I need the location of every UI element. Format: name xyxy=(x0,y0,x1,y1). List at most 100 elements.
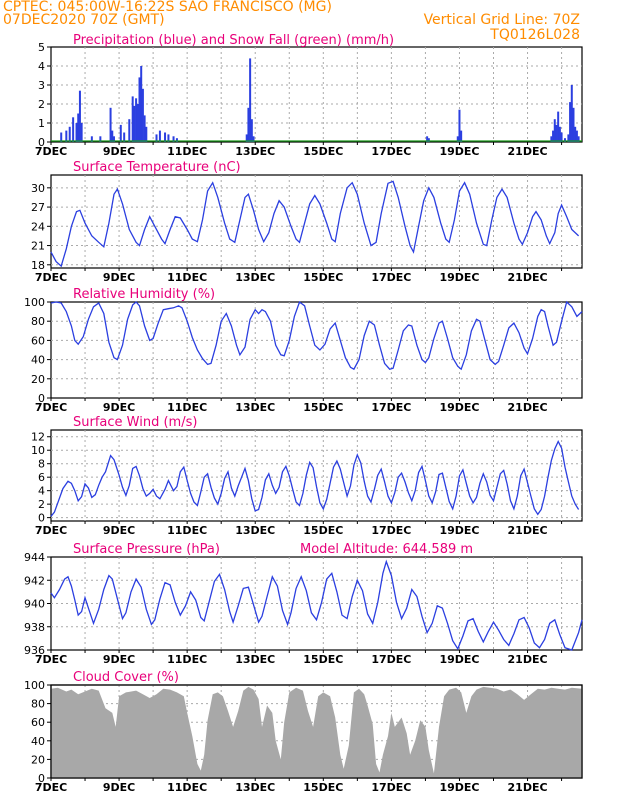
precip-bar xyxy=(158,130,161,142)
panel-annotation: Model Altitude: 644.589 m xyxy=(300,542,473,557)
x-tick-label: 13DEC xyxy=(235,401,275,414)
precip-bar xyxy=(563,138,566,142)
y-tick-label: 100 xyxy=(24,296,45,309)
series-line xyxy=(50,300,583,371)
x-tick-label: 17DEC xyxy=(371,145,411,158)
x-tick-label: 9DEC xyxy=(103,781,135,794)
y-tick-label: 30 xyxy=(31,182,45,195)
x-tick-label: 9DEC xyxy=(103,524,135,537)
header-location: CPTEC: 045:00W-16:22S SAO FRANCISCO (MG) xyxy=(3,0,332,15)
series-line xyxy=(50,180,580,268)
x-tick-label: 13DEC xyxy=(235,781,275,794)
precip-bar xyxy=(138,77,141,142)
precip-bar xyxy=(123,132,126,142)
precip-bar xyxy=(141,88,144,142)
y-tick-label: 40 xyxy=(31,354,45,367)
y-tick-label: 12 xyxy=(31,431,45,444)
precip-bar xyxy=(77,113,80,142)
x-tick-label: 15DEC xyxy=(303,524,343,537)
x-tick-label: 11DEC xyxy=(167,653,207,666)
y-tick-label: 27 xyxy=(31,201,45,214)
precip-bar xyxy=(75,123,78,142)
precip-bar xyxy=(426,136,429,142)
x-tick-label: 9DEC xyxy=(103,145,135,158)
header-code: TQ0126L028 xyxy=(490,27,580,43)
x-tick-label: 17DEC xyxy=(371,653,411,666)
x-tick-label: 19DEC xyxy=(439,271,479,284)
x-tick-label: 17DEC xyxy=(371,524,411,537)
x-tick-label: 17DEC xyxy=(371,271,411,284)
y-tick-label: 80 xyxy=(31,315,45,328)
precip-bar xyxy=(172,136,175,142)
x-tick-label: 15DEC xyxy=(303,145,343,158)
precip-bar xyxy=(577,136,580,142)
x-tick-label: 21DEC xyxy=(508,145,548,158)
precip-bar xyxy=(90,136,93,142)
y-tick-label: 20 xyxy=(31,373,45,386)
x-tick-label: 13DEC xyxy=(235,145,275,158)
x-tick-label: 21DEC xyxy=(508,401,548,414)
precip-bar xyxy=(427,138,430,142)
precip-bar xyxy=(68,126,71,142)
panel-frame-overlay xyxy=(50,684,583,779)
precip-bar xyxy=(112,136,115,142)
precip-bar xyxy=(575,130,578,142)
panel-frame xyxy=(50,46,583,143)
y-tick-label: 60 xyxy=(31,334,45,347)
x-tick-label: 19DEC xyxy=(439,524,479,537)
y-tick-label: 0 xyxy=(38,512,45,525)
precip-bar xyxy=(135,98,138,142)
y-tick-label: 80 xyxy=(31,698,45,711)
x-tick-label: 21DEC xyxy=(508,524,548,537)
x-tick-label: 11DEC xyxy=(167,145,207,158)
precip-bar xyxy=(155,134,158,142)
x-tick-label: 21DEC xyxy=(508,653,548,666)
y-tick-label: 938 xyxy=(24,621,45,634)
series-line xyxy=(50,559,583,651)
precip-bar xyxy=(128,119,131,142)
x-tick-label: 15DEC xyxy=(303,653,343,666)
x-tick-label: 19DEC xyxy=(439,781,479,794)
panel-frame xyxy=(50,174,583,269)
y-tick-label: 21 xyxy=(31,240,45,253)
panel-title: Precipitation (blue) and Snow Fall (gree… xyxy=(73,33,394,48)
precip-bar xyxy=(131,96,134,142)
y-tick-label: 2 xyxy=(38,98,45,111)
y-tick-label: 0 xyxy=(38,772,45,785)
y-tick-label: 942 xyxy=(24,574,45,587)
precip-bar xyxy=(145,126,148,142)
precip-bar xyxy=(569,102,572,142)
precip-bar xyxy=(250,119,253,142)
header-grid-note: Vertical Grid Line: 70Z xyxy=(423,12,580,28)
precip-bar xyxy=(167,134,170,142)
precip-bar xyxy=(456,136,459,142)
precip-bar xyxy=(550,136,553,142)
x-tick-label: 15DEC xyxy=(303,401,343,414)
x-tick-label: 21DEC xyxy=(508,271,548,284)
precip-bar xyxy=(557,111,560,142)
x-tick-label: 11DEC xyxy=(167,271,207,284)
panel-frame xyxy=(50,301,583,399)
x-tick-label: 11DEC xyxy=(167,781,207,794)
panel-frame xyxy=(50,429,583,522)
x-tick-label: 7DEC xyxy=(35,524,67,537)
precip-bar xyxy=(460,130,463,142)
x-tick-label: 7DEC xyxy=(35,271,67,284)
x-tick-label: 13DEC xyxy=(235,524,275,537)
y-tick-label: 24 xyxy=(31,220,45,233)
y-tick-label: 1 xyxy=(38,117,45,130)
precip-bar xyxy=(252,136,255,142)
x-tick-label: 13DEC xyxy=(235,271,275,284)
y-tick-label: 3 xyxy=(38,79,45,92)
precip-bar xyxy=(574,126,577,142)
precip-bar xyxy=(143,115,146,142)
x-tick-label: 7DEC xyxy=(35,781,67,794)
y-tick-label: 8 xyxy=(38,458,45,471)
precip-bar xyxy=(78,90,81,142)
precip-bar xyxy=(560,132,563,142)
x-tick-label: 11DEC xyxy=(167,401,207,414)
precip-bar xyxy=(552,130,555,142)
precip-bar xyxy=(458,109,461,142)
x-tick-label: 21DEC xyxy=(508,781,548,794)
